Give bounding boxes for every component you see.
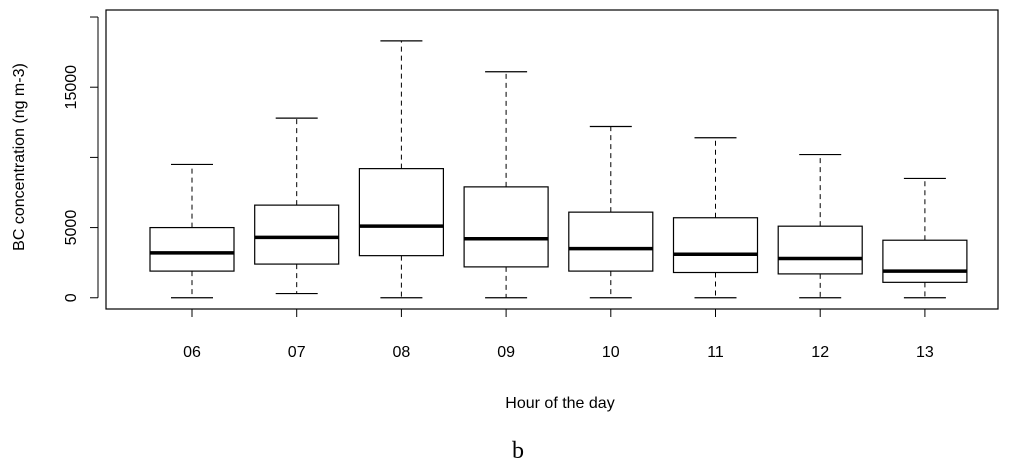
iqr-box xyxy=(358,168,444,257)
y-tick-label: 15000 xyxy=(63,65,80,110)
iqr-box xyxy=(463,186,549,268)
x-tick-label: 06 xyxy=(183,344,201,361)
box-09 xyxy=(463,71,549,299)
iqr-box xyxy=(777,225,863,275)
y-tick-label: 5000 xyxy=(63,210,80,246)
box-07 xyxy=(254,117,340,295)
box-12 xyxy=(777,153,863,299)
x-tick-label: 08 xyxy=(393,344,411,361)
x-tick-label: 11 xyxy=(707,344,724,361)
x-axis: 06 07 08 09 10 11 12 13 xyxy=(183,308,934,361)
iqr-box xyxy=(254,204,340,265)
x-tick-label: 13 xyxy=(916,344,934,361)
y-axis-title: BC concentration (ng m-3) xyxy=(11,63,28,251)
x-tick-label: 10 xyxy=(602,344,620,361)
x-tick-label: 12 xyxy=(811,344,829,361)
box-11 xyxy=(672,137,759,299)
iqr-box xyxy=(568,211,654,272)
panel-label: b xyxy=(512,438,524,464)
boxes-group xyxy=(149,40,968,299)
x-tick-label: 07 xyxy=(288,344,306,361)
iqr-box xyxy=(672,217,759,274)
box-08 xyxy=(358,40,444,299)
y-axis: 0 5000 15000 xyxy=(63,16,99,302)
box-10 xyxy=(568,125,654,299)
iqr-box xyxy=(149,226,235,272)
box-06 xyxy=(149,163,235,299)
iqr-box xyxy=(882,239,968,283)
x-tick-label: 09 xyxy=(497,344,515,361)
x-axis-title: Hour of the day xyxy=(505,395,614,412)
plot-frame xyxy=(105,9,999,310)
y-tick-label: 0 xyxy=(63,293,80,302)
box-13 xyxy=(882,177,968,299)
